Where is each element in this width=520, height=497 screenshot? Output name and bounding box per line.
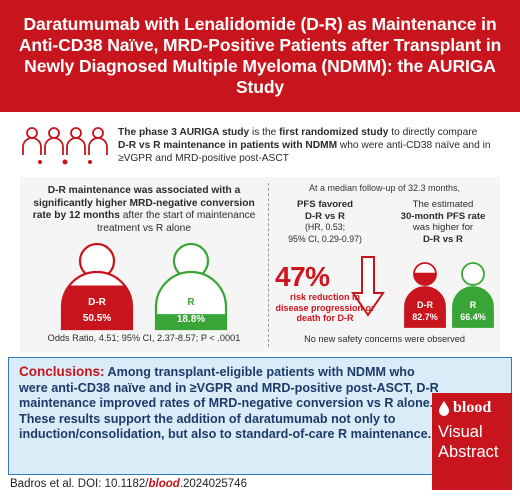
blood-visual-abstract-badge: blood Visual Abstract: [432, 393, 512, 490]
dr-pfs-figure: D-R 82.7%: [404, 262, 446, 328]
panel-divider: [268, 183, 269, 347]
page-title: Daratumumab with Lenalidomide (D-R) as M…: [18, 14, 502, 97]
pfs-rate-heading: The estimated 30-month PFS rate was high…: [400, 199, 486, 245]
r-pfs-label: R: [470, 300, 477, 310]
r-pfs-figure: R 66.4%: [452, 262, 494, 328]
dr-label: D-R: [88, 297, 107, 308]
dr-pfs-label: D-R: [417, 300, 433, 310]
patients-group-icon: [22, 127, 108, 165]
r-value: 18.8%: [177, 314, 205, 325]
study-intro: The phase 3 AURIGA study is the first ra…: [20, 124, 500, 170]
dr-mrd-figure: D-R 50.5%: [60, 242, 134, 331]
risk-reduction-value: 47%: [275, 261, 330, 292]
blood-logo: blood: [453, 399, 492, 416]
conclusions-box: Conclusions: Among transplant-eligible p…: [8, 357, 512, 475]
conclusions-text: Conclusions: Among transplant-eligible p…: [19, 364, 439, 441]
safety-note: No new safety concerns were observed: [304, 334, 465, 344]
pfs-panel: At a median follow-up of 32.3 months, PF…: [269, 177, 500, 353]
r-mrd-figure: R 18.8%: [154, 242, 228, 331]
odds-ratio: Odds Ratio, 4.51; 95% CI, 2.37-8.57; P <…: [47, 333, 241, 343]
brand-abstract: Abstract: [438, 443, 499, 461]
title-banner: Daratumumab with Lenalidomide (D-R) as M…: [0, 0, 520, 112]
mrd-heading: D-R maintenance was associated with a si…: [32, 185, 256, 234]
r-pfs-value: 66.4%: [460, 312, 486, 322]
r-label: R: [187, 297, 195, 308]
intro-text: The phase 3 AURIGA study is the first ra…: [118, 127, 491, 164]
mrd-conversion-panel: D-R maintenance was associated with a si…: [20, 177, 268, 353]
blood-drop-icon: [439, 401, 449, 416]
dr-pfs-value: 82.7%: [412, 312, 438, 322]
brand-visual: Visual: [438, 423, 483, 441]
results-panel: D-R maintenance was associated with a si…: [20, 177, 500, 353]
dr-value: 50.5%: [83, 313, 111, 324]
pfs-favored: PFS favored D-R vs R (HR, 0.53; 95% CI, …: [288, 199, 362, 244]
risk-reduction-text: risk reduction in disease progression or…: [275, 292, 375, 323]
followup-text: At a median follow-up of 32.3 months,: [308, 183, 461, 193]
citation: Badros et al. DOI: 10.1182/blood.2024025…: [10, 478, 247, 490]
down-arrow-icon: [351, 256, 385, 317]
